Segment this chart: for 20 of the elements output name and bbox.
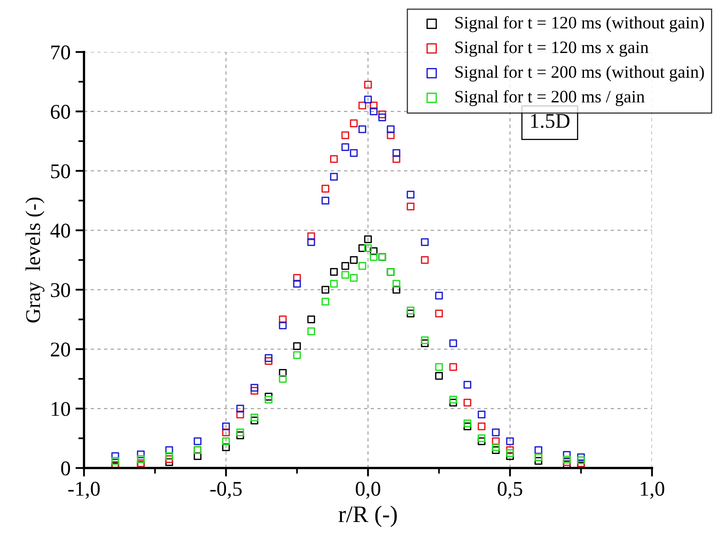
x-tick-label: 0,0 [356, 482, 380, 499]
y-tick-label: 0 [61, 461, 70, 476]
legend-label: Signal for t = 120 ms x gain [455, 40, 648, 57]
y-tick-label: 10 [52, 402, 70, 416]
legend-label: Signal for t = 200 ms / gain [455, 90, 645, 106]
legend-label: Signal for t = 120 ms (without gain) [455, 16, 704, 32]
y-tick-label: 50 [51, 164, 70, 178]
x-axis-title: r/R (-) [338, 506, 397, 528]
x-tick-label: -0,5 [210, 482, 242, 499]
legend-label: Signal for t = 200 ms (without gain) [455, 65, 704, 82]
x-tick-label: 0,5 [498, 482, 522, 499]
y-tick-label: 40 [50, 224, 70, 238]
y-tick-label: 30 [50, 283, 70, 298]
y-tick-label: 20 [50, 342, 70, 357]
y-tick-label: 70 [51, 45, 70, 60]
x-tick-label: 1,0 [640, 482, 664, 499]
x-tick-label: -1,0 [68, 482, 100, 499]
annotation: 1.5D [531, 114, 570, 128]
y-axis-title: Gray levels (-) [25, 198, 44, 322]
y-tick-label: 60 [50, 104, 70, 119]
